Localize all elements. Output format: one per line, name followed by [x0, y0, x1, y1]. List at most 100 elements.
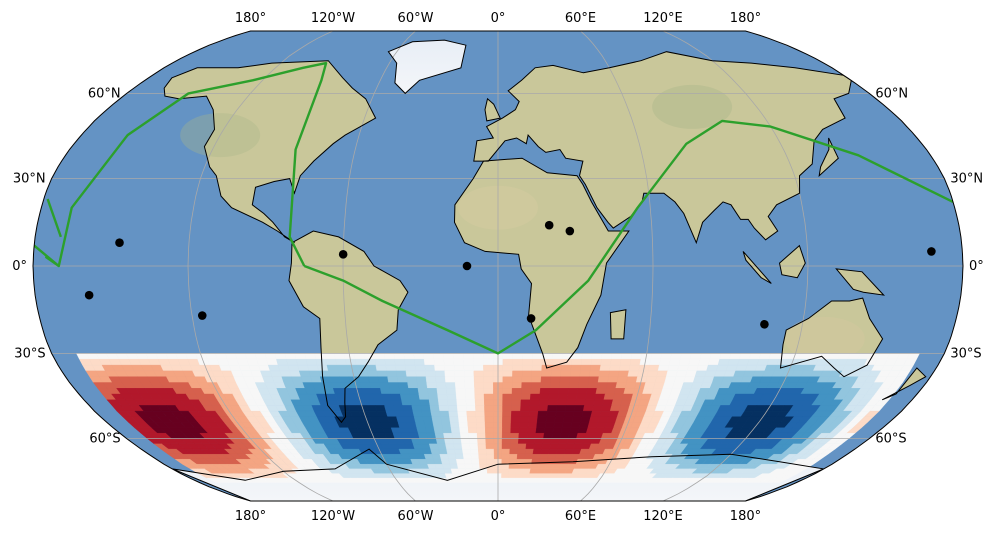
field-cell — [446, 393, 457, 400]
coast-africa — [453, 157, 630, 369]
field-cell — [416, 382, 428, 389]
field-cell — [431, 416, 442, 423]
station-point — [84, 290, 94, 300]
field-cell — [598, 370, 610, 377]
field-cell — [386, 370, 398, 377]
field-cell — [602, 399, 614, 406]
field-cell — [665, 370, 678, 377]
field-cell — [590, 410, 602, 417]
field-cell — [590, 359, 602, 366]
coast-australia — [779, 297, 884, 378]
field-cell — [457, 410, 468, 417]
field-cell — [425, 370, 436, 377]
field-cell — [353, 353, 366, 360]
field-cell — [308, 370, 321, 377]
field-cell — [599, 364, 611, 372]
field-cell — [485, 448, 495, 455]
field-cell — [520, 405, 531, 412]
field-cell — [591, 405, 603, 412]
field-cell — [473, 370, 484, 377]
field-cell — [325, 359, 337, 366]
lon-label-top: 180° — [730, 11, 761, 26]
field-cell — [531, 364, 543, 372]
field-cell — [429, 405, 440, 412]
coast-japan — [818, 137, 839, 178]
field-cell — [473, 376, 484, 383]
field-cell — [454, 448, 464, 455]
field-cell — [487, 477, 495, 483]
field-cell — [502, 393, 513, 400]
field-cell — [377, 376, 389, 383]
field-cell — [471, 464, 481, 470]
field-cell — [521, 473, 530, 479]
field-cell — [525, 443, 535, 450]
field-cell — [546, 410, 557, 417]
field-cell — [543, 433, 553, 439]
field-cell — [422, 416, 434, 423]
field-cell — [657, 364, 670, 372]
coast-eurasia — [473, 51, 852, 245]
field-cell — [453, 364, 465, 372]
field-cell — [402, 405, 414, 412]
field-cell — [545, 416, 556, 423]
field-cell — [383, 353, 395, 360]
field-cell — [603, 393, 615, 400]
field-cell — [407, 382, 419, 389]
field-cell — [443, 468, 453, 474]
coast-borneo — [778, 244, 806, 279]
field-cell — [534, 433, 545, 439]
field-cell — [442, 427, 453, 434]
field-cell — [502, 364, 513, 372]
field-cell — [375, 364, 387, 372]
field-cell — [615, 382, 627, 389]
field-cell — [473, 359, 484, 366]
land-eurasia — [473, 51, 852, 243]
field-cell — [580, 359, 592, 366]
field-cell — [404, 359, 416, 366]
station-point — [462, 261, 472, 271]
land-greenland — [388, 40, 466, 94]
field-cell — [415, 422, 426, 428]
lat-label-right: 0° — [969, 259, 984, 274]
field-cell — [373, 399, 385, 406]
field-cell — [427, 388, 438, 395]
field-cell — [393, 405, 405, 412]
field-cell — [460, 477, 469, 483]
track-line — [33, 61, 954, 355]
field-cell — [560, 427, 571, 434]
field-cell — [469, 443, 479, 450]
field-cell — [514, 477, 523, 483]
field-cell — [531, 376, 542, 383]
coast-new-zealand — [881, 367, 927, 401]
field-cell — [460, 438, 470, 445]
field-cell — [601, 353, 613, 360]
field-cell — [390, 393, 402, 400]
field-cell — [600, 405, 612, 412]
field-cell — [297, 364, 310, 372]
field-cell — [510, 433, 520, 439]
field-cell — [547, 399, 559, 406]
field-cell — [388, 382, 400, 389]
field-cell — [556, 405, 567, 412]
field-cell — [520, 399, 531, 406]
field-cell — [594, 393, 606, 400]
field-cell — [373, 353, 385, 360]
field-cell — [318, 370, 331, 377]
field-cell — [405, 416, 416, 423]
field-cell — [521, 364, 533, 372]
field-cell — [609, 405, 621, 412]
field-cell — [532, 448, 542, 455]
field-cell — [486, 459, 495, 465]
field-cell — [465, 393, 476, 400]
field-cell — [475, 410, 486, 417]
field-cell — [378, 382, 390, 389]
field-cell — [286, 359, 298, 366]
field-cell — [518, 433, 528, 439]
field-cell — [717, 359, 730, 366]
field-cell — [580, 416, 591, 423]
field-cell — [435, 376, 446, 383]
field-cell — [510, 410, 521, 417]
field-cell — [484, 410, 494, 417]
field-cell — [610, 359, 622, 366]
field-cell — [412, 410, 424, 417]
